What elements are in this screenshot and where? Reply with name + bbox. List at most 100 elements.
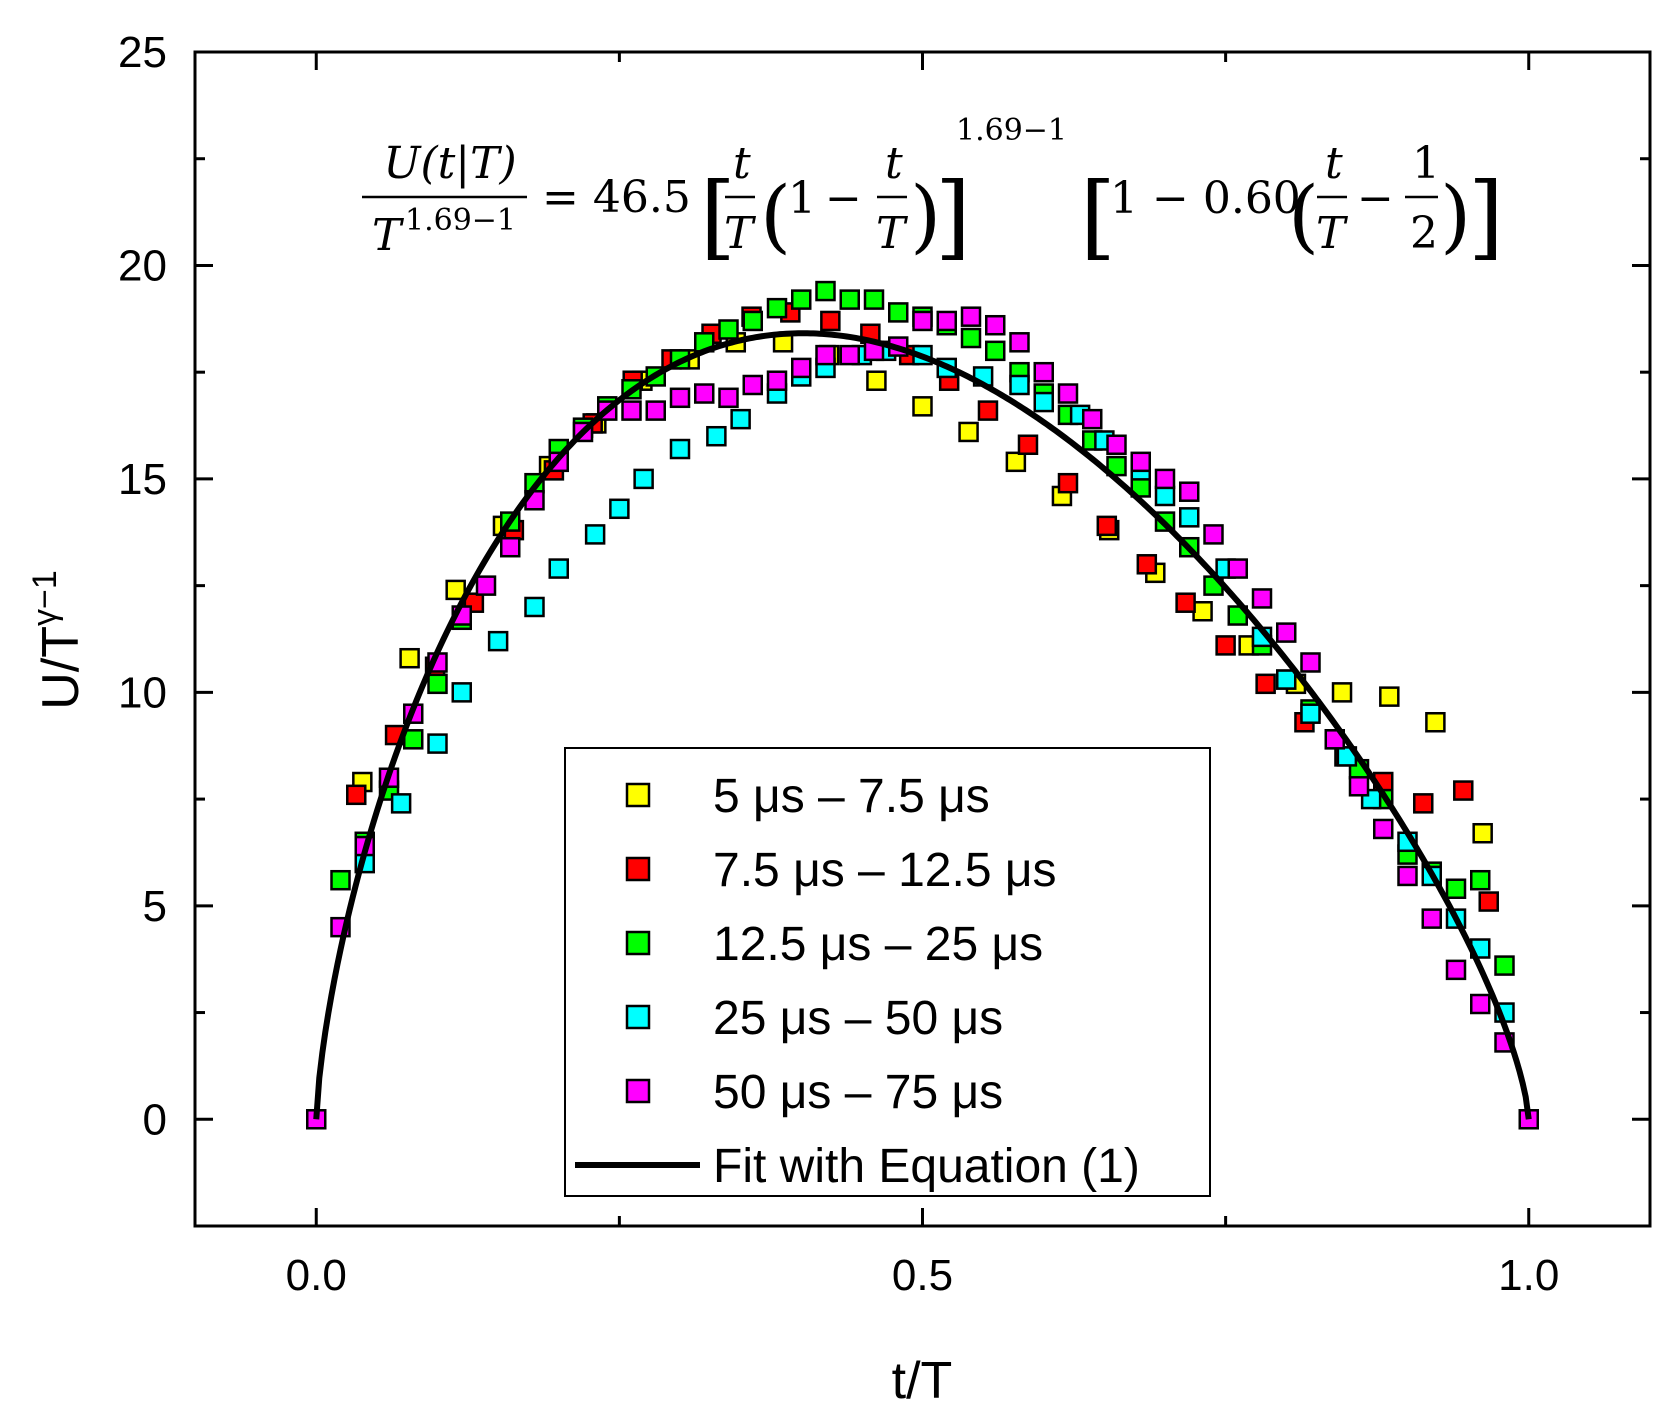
data-point — [1472, 822, 1493, 844]
tick-labels-layer: 0.0 0.5 1.0 0 5 10 15 20 25 — [118, 28, 1559, 1300]
eq-right-bracket-2: ] — [1468, 163, 1504, 270]
data-point — [912, 310, 933, 332]
data-point — [346, 784, 367, 806]
x-tick-label: 0.5 — [892, 1251, 953, 1300]
data-point — [977, 400, 999, 421]
data-point — [1470, 993, 1491, 1015]
eq-right-bracket: ] — [935, 163, 971, 270]
legend-marker — [625, 1004, 651, 1030]
y-tick-label: 20 — [118, 241, 167, 290]
y-axis-title-base: U/T — [32, 626, 90, 710]
data-point — [820, 310, 841, 332]
markers-layer — [306, 280, 1539, 1130]
data-point — [669, 438, 691, 460]
eq-t-numerator-2: t — [885, 138, 903, 189]
data-point — [985, 314, 1006, 336]
data-point — [1017, 434, 1039, 456]
eq-t-numerator-1: t — [733, 138, 751, 189]
eq-lhs-numerator: U(t|T) — [383, 138, 516, 189]
eq-coefficient: = 46.5 — [542, 172, 691, 223]
data-point — [730, 408, 751, 430]
fit-layer — [313, 330, 1532, 1120]
data-point — [742, 310, 763, 332]
eq-left-bracket: [ — [700, 163, 736, 270]
data-point — [1425, 711, 1446, 733]
eq-minus-2: − — [1357, 173, 1394, 224]
data-point — [1009, 374, 1030, 396]
data-point — [694, 383, 715, 404]
data-point — [427, 733, 448, 754]
data-point — [888, 302, 909, 323]
data-point — [1300, 652, 1321, 673]
legend-label: 5 μs – 7.5 μs — [713, 770, 990, 823]
data-point — [584, 524, 606, 545]
data-point — [742, 374, 763, 396]
data-point — [1130, 451, 1151, 473]
data-point — [1192, 601, 1213, 622]
eq-factor: 1 − 0.60 — [1110, 173, 1301, 224]
data-point — [1348, 776, 1370, 797]
data-point — [1154, 485, 1176, 507]
data-point — [399, 647, 420, 669]
data-point — [330, 869, 351, 891]
eq-minus-1: − — [825, 173, 862, 224]
data-point — [958, 421, 979, 443]
legend-label-fit: Fit with Equation (1) — [713, 1140, 1140, 1193]
data-point — [1397, 865, 1418, 887]
data-point — [633, 468, 654, 490]
data-point — [1300, 703, 1321, 724]
data-point — [548, 558, 569, 579]
fit-curve — [313, 330, 1532, 1120]
x-axis-title: t/T — [892, 1352, 953, 1410]
data-point — [791, 289, 812, 310]
series-2 — [346, 302, 1499, 912]
data-point — [1203, 524, 1224, 545]
data-point — [960, 327, 982, 349]
data-point — [1179, 481, 1200, 502]
data-point — [645, 400, 666, 421]
data-point — [475, 575, 497, 596]
eq-right-paren-2: ) — [1440, 169, 1471, 262]
legend-marker — [625, 1078, 651, 1104]
data-point — [1413, 793, 1434, 814]
eq-lhs-denominator-exponent: 1.69−1 — [405, 203, 516, 238]
legend-label: 50 μs – 75 μs — [713, 1066, 1003, 1119]
data-point — [839, 289, 860, 310]
data-point — [1215, 635, 1236, 656]
data-point — [1379, 686, 1400, 707]
data-point — [487, 630, 509, 652]
eq-T-denominator-2: T — [876, 208, 909, 259]
eq-left-paren-2: ( — [1288, 169, 1319, 262]
data-point — [1445, 878, 1467, 899]
eq-T-denominator-3: T — [1316, 208, 1349, 259]
data-point — [706, 425, 727, 447]
legend-box — [564, 747, 1211, 1197]
data-point — [912, 396, 933, 417]
legend-marker — [625, 930, 651, 956]
y-axis-title-superscript: γ−1 — [26, 570, 64, 626]
data-point — [1005, 451, 1027, 473]
data-point — [863, 289, 885, 310]
data-point — [866, 370, 887, 391]
data-point — [766, 370, 788, 391]
data-point — [960, 306, 982, 327]
data-point — [1331, 682, 1353, 703]
data-point — [1453, 780, 1474, 801]
data-point — [445, 579, 466, 601]
y-tick-label: 10 — [118, 668, 167, 717]
ticks-layer — [195, 50, 1650, 1228]
eq-exponent: 1.69−1 — [956, 113, 1067, 148]
data-point — [669, 387, 691, 409]
data-point — [1227, 558, 1248, 579]
y-axis-title: U/Tγ−1 — [26, 570, 90, 710]
data-point — [936, 310, 957, 332]
eq-half-denominator: 2 — [1410, 208, 1438, 259]
data-point — [1373, 818, 1394, 840]
data-point — [500, 536, 521, 558]
eq-one-1: 1 — [788, 173, 816, 224]
y-tick-label: 25 — [118, 28, 167, 77]
data-point — [766, 297, 788, 319]
data-point — [1033, 361, 1054, 383]
data-point — [1009, 332, 1030, 353]
eq-left-paren: ( — [760, 169, 791, 262]
